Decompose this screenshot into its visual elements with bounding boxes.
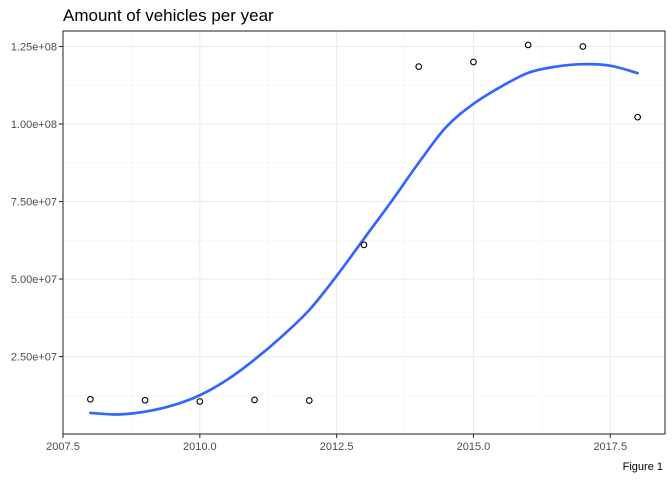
x-axis: 2007.5 2010.0 2012.5 2015.0 2017.5 [46,434,627,453]
x-tick-label: 2012.5 [320,441,354,453]
data-point [579,43,587,50]
data-point [87,395,94,403]
data-point [251,396,258,404]
major-gridlines [63,31,665,434]
y-tick-label: 2.50e+07 [11,352,57,364]
y-tick-label: 1.00e+08 [11,119,57,131]
data-points [87,41,641,405]
chart-title: Amount of vehicles per year [63,6,274,25]
x-tick-label: 2015.0 [457,441,491,453]
minor-gridlines [63,31,665,434]
data-point [141,396,149,404]
data-point [196,398,204,405]
figure-caption: Figure 1 [623,461,663,473]
y-tick-label: 5.00e+07 [11,274,57,286]
data-point [305,397,313,404]
data-point [415,63,423,71]
x-tick-label: 2010.0 [183,441,217,453]
data-point [360,241,368,249]
data-point [470,58,477,66]
x-tick-label: 2017.5 [593,441,627,453]
y-tick-label: 7.50e+07 [11,197,57,209]
y-axis: 2.50e+07 5.00e+07 7.50e+07 1.00e+08 1.25e+08 [11,42,63,364]
data-point [634,113,641,121]
smooth-trend-line [89,62,639,416]
x-tick-label: 2007.5 [46,441,80,453]
data-point [524,41,532,49]
plot-panel-border [62,30,666,435]
y-tick-label: 1.25e+08 [11,42,57,54]
